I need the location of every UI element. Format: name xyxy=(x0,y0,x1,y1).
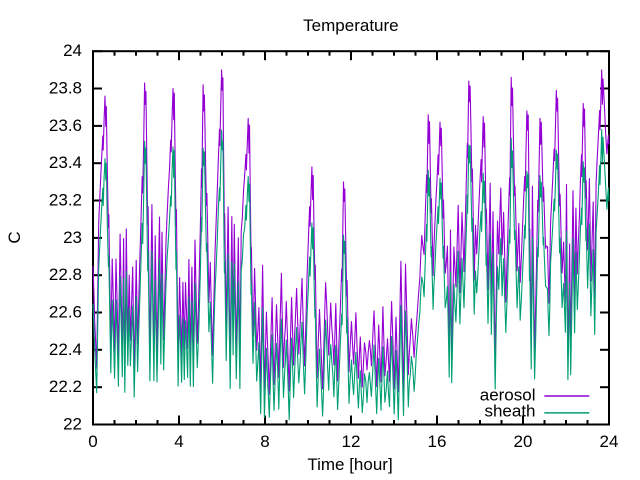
svg-text:16: 16 xyxy=(428,432,447,451)
svg-text:22: 22 xyxy=(63,415,82,434)
svg-text:24: 24 xyxy=(63,41,82,60)
svg-text:22.4: 22.4 xyxy=(49,340,82,359)
svg-text:24: 24 xyxy=(600,432,619,451)
svg-text:Temperature: Temperature xyxy=(303,16,398,35)
svg-text:aerosol: aerosol xyxy=(480,386,536,405)
svg-text:4: 4 xyxy=(174,432,183,451)
svg-text:23: 23 xyxy=(63,228,82,247)
svg-text:0: 0 xyxy=(88,432,97,451)
svg-text:23.6: 23.6 xyxy=(49,116,82,135)
svg-text:22.6: 22.6 xyxy=(49,303,82,322)
svg-text:C: C xyxy=(5,231,24,243)
svg-text:20: 20 xyxy=(514,432,533,451)
svg-text:22.2: 22.2 xyxy=(49,377,82,396)
svg-text:Time [hour]: Time [hour] xyxy=(307,455,392,474)
svg-text:12: 12 xyxy=(342,432,361,451)
svg-text:23.2: 23.2 xyxy=(49,191,82,210)
svg-text:8: 8 xyxy=(260,432,269,451)
svg-text:23.8: 23.8 xyxy=(49,79,82,98)
svg-text:sheath: sheath xyxy=(484,402,535,421)
svg-text:23.4: 23.4 xyxy=(49,153,82,172)
svg-text:22.8: 22.8 xyxy=(49,265,82,284)
